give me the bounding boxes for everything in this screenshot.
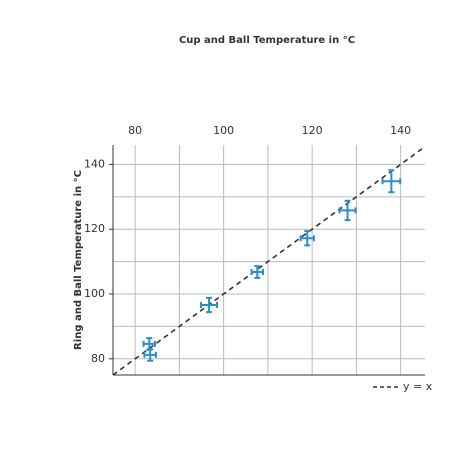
x-tick-label: 140 <box>390 124 411 137</box>
chart-title: Cup and Ball Temperature in °C <box>179 35 355 46</box>
x-tick-label: 100 <box>213 124 234 137</box>
x-tick-label: 120 <box>302 124 323 137</box>
y-error-bar <box>206 296 213 314</box>
y-error-bar <box>344 199 351 222</box>
data-point <box>143 348 157 362</box>
y-error-bar <box>254 265 261 279</box>
y-tick-label: 120 <box>84 222 105 235</box>
y-axis-label: Ring and Ball Temperature in °C <box>73 170 84 350</box>
reference-line <box>112 145 426 376</box>
y-tick-label: 80 <box>91 352 105 365</box>
legend-label: y = x <box>403 380 433 393</box>
y-error-bar <box>147 348 154 362</box>
y-tick-label: 100 <box>84 287 105 300</box>
y-error-bar <box>388 169 395 194</box>
x-tick-label: 80 <box>128 124 142 137</box>
data-point <box>299 230 315 247</box>
y-tick-label: 140 <box>84 157 105 170</box>
y-error-bar <box>304 230 311 247</box>
data-point <box>142 337 157 351</box>
data-point <box>338 199 357 222</box>
data-point <box>250 265 265 279</box>
data-point <box>381 169 402 194</box>
data-point <box>200 296 218 314</box>
